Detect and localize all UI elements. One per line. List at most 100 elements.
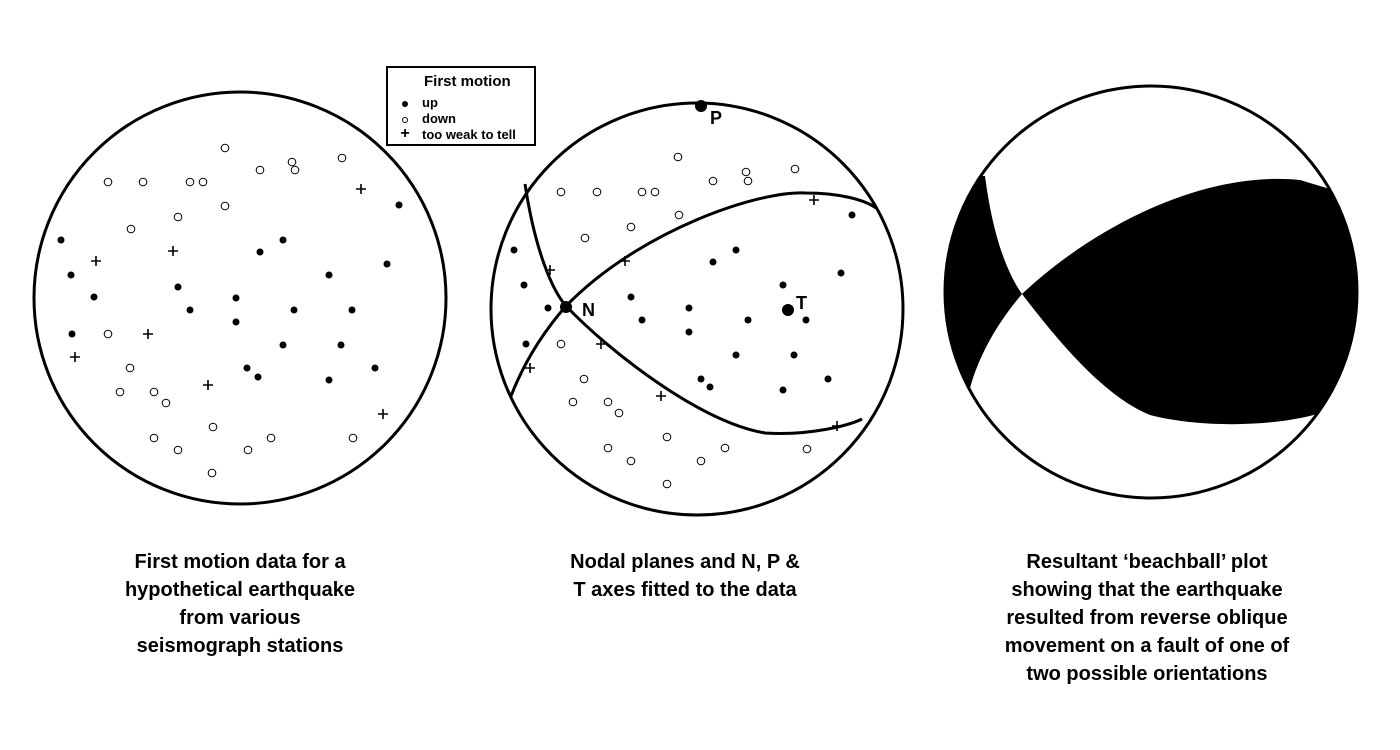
caption-left: First motion data for a hypothetical ear… xyxy=(65,548,415,660)
down-station-mark xyxy=(149,387,159,397)
down-station-mark xyxy=(125,363,135,373)
down-station-mark xyxy=(708,176,718,186)
left-station-marks xyxy=(57,143,403,478)
legend-item-weak: + too weak to tell xyxy=(398,125,534,143)
up-station-mark xyxy=(243,364,251,372)
weak-station-mark xyxy=(832,421,842,431)
down-station-mark xyxy=(743,176,753,186)
legend-item-down: down xyxy=(398,111,534,127)
up-station-mark xyxy=(522,340,530,348)
down-station-mark xyxy=(287,157,297,167)
down-station-mark xyxy=(674,210,684,220)
up-station-mark xyxy=(254,373,262,381)
weak-station-mark xyxy=(70,352,80,362)
down-station-mark xyxy=(126,224,136,234)
up-station-mark xyxy=(709,258,717,266)
down-station-mark xyxy=(103,329,113,339)
down-station-mark xyxy=(568,397,578,407)
up-station-mark xyxy=(279,236,287,244)
first-motion-stereonet xyxy=(32,90,448,506)
weak-station-mark xyxy=(91,256,101,266)
down-station-mark xyxy=(348,433,358,443)
down-station-mark xyxy=(173,445,183,455)
up-station-mark xyxy=(67,271,75,279)
caption-left-line: First motion data for a xyxy=(134,551,346,573)
caption-right: Resultant ‘beachball’ plot showing that … xyxy=(947,548,1347,688)
up-station-mark xyxy=(744,316,752,324)
down-station-mark xyxy=(579,374,589,384)
up-station-mark xyxy=(732,351,740,359)
down-station-mark xyxy=(626,456,636,466)
up-station-mark xyxy=(697,375,705,383)
up-station-mark xyxy=(685,304,693,312)
up-station-mark xyxy=(638,316,646,324)
down-station-mark xyxy=(673,152,683,162)
up-station-mark xyxy=(802,316,810,324)
up-station-mark xyxy=(68,330,76,338)
caption-right-line: resulted from reverse oblique xyxy=(1006,607,1288,629)
down-station-mark xyxy=(662,479,672,489)
up-station-mark xyxy=(685,328,693,336)
down-station-mark xyxy=(790,164,800,174)
p-axis-point xyxy=(695,100,707,112)
down-station-mark xyxy=(220,201,230,211)
down-station-mark xyxy=(185,177,195,187)
weak-station-mark xyxy=(620,256,630,266)
weak-station-mark xyxy=(143,329,153,339)
first-motion-legend: First motion up down + too weak to tell xyxy=(386,66,536,146)
up-station-mark xyxy=(325,271,333,279)
up-station-mark xyxy=(732,246,740,254)
up-station-mark xyxy=(395,201,403,209)
caption-right-line: two possible orientations xyxy=(1026,663,1268,685)
down-station-mark xyxy=(592,187,602,197)
caption-left-line: hypothetical earthquake xyxy=(124,579,356,601)
beachball-outline xyxy=(943,84,1359,500)
down-station-mark xyxy=(741,167,751,177)
n-axis-point xyxy=(560,301,572,313)
nodal-plane-1 xyxy=(523,183,863,435)
down-station-mark xyxy=(207,468,217,478)
legend-label-up: up xyxy=(422,95,438,110)
legend-label-weak: too weak to tell xyxy=(422,127,516,142)
up-station-mark xyxy=(520,281,528,289)
t-axis-point xyxy=(782,304,794,316)
up-station-mark xyxy=(232,318,240,326)
weak-station-mark xyxy=(378,409,388,419)
up-station-mark xyxy=(256,248,264,256)
down-station-mark xyxy=(603,443,613,453)
down-station-mark xyxy=(337,153,347,163)
up-station-mark xyxy=(544,304,552,312)
down-station-mark xyxy=(220,143,230,153)
caption-left-line: from various xyxy=(179,607,301,629)
down-station-mark xyxy=(149,433,159,443)
down-station-mark xyxy=(650,187,660,197)
filled-circle-icon xyxy=(398,95,412,110)
up-station-mark xyxy=(186,306,194,314)
legend-title: First motion xyxy=(424,73,511,90)
weak-station-mark xyxy=(168,246,178,256)
down-station-mark xyxy=(802,444,812,454)
down-station-mark xyxy=(103,177,113,187)
nodal-plane-2 xyxy=(509,191,877,397)
up-station-mark xyxy=(337,341,345,349)
down-station-mark xyxy=(173,212,183,222)
caption-middle: Nodal planes and N, P & T axes fitted to… xyxy=(510,548,860,604)
nodal-planes-stereonet: N P T xyxy=(489,100,905,517)
t-axis-label: T xyxy=(796,293,807,313)
up-station-mark xyxy=(371,364,379,372)
up-station-mark xyxy=(279,341,287,349)
open-circle-icon xyxy=(398,111,412,126)
middle-station-marks xyxy=(510,152,856,489)
plus-icon: + xyxy=(400,125,410,142)
caption-middle-line: T axes fitted to the data xyxy=(573,579,797,601)
down-station-mark xyxy=(161,398,171,408)
weak-station-mark xyxy=(596,339,606,349)
middle-stereonet-circle xyxy=(489,101,905,517)
up-station-mark xyxy=(57,236,65,244)
up-station-mark xyxy=(706,383,714,391)
down-station-mark xyxy=(290,165,300,175)
caption-middle-line: Nodal planes and N, P & xyxy=(570,551,800,573)
down-station-mark xyxy=(243,445,253,455)
weak-station-mark xyxy=(809,195,819,205)
up-station-mark xyxy=(837,269,845,277)
